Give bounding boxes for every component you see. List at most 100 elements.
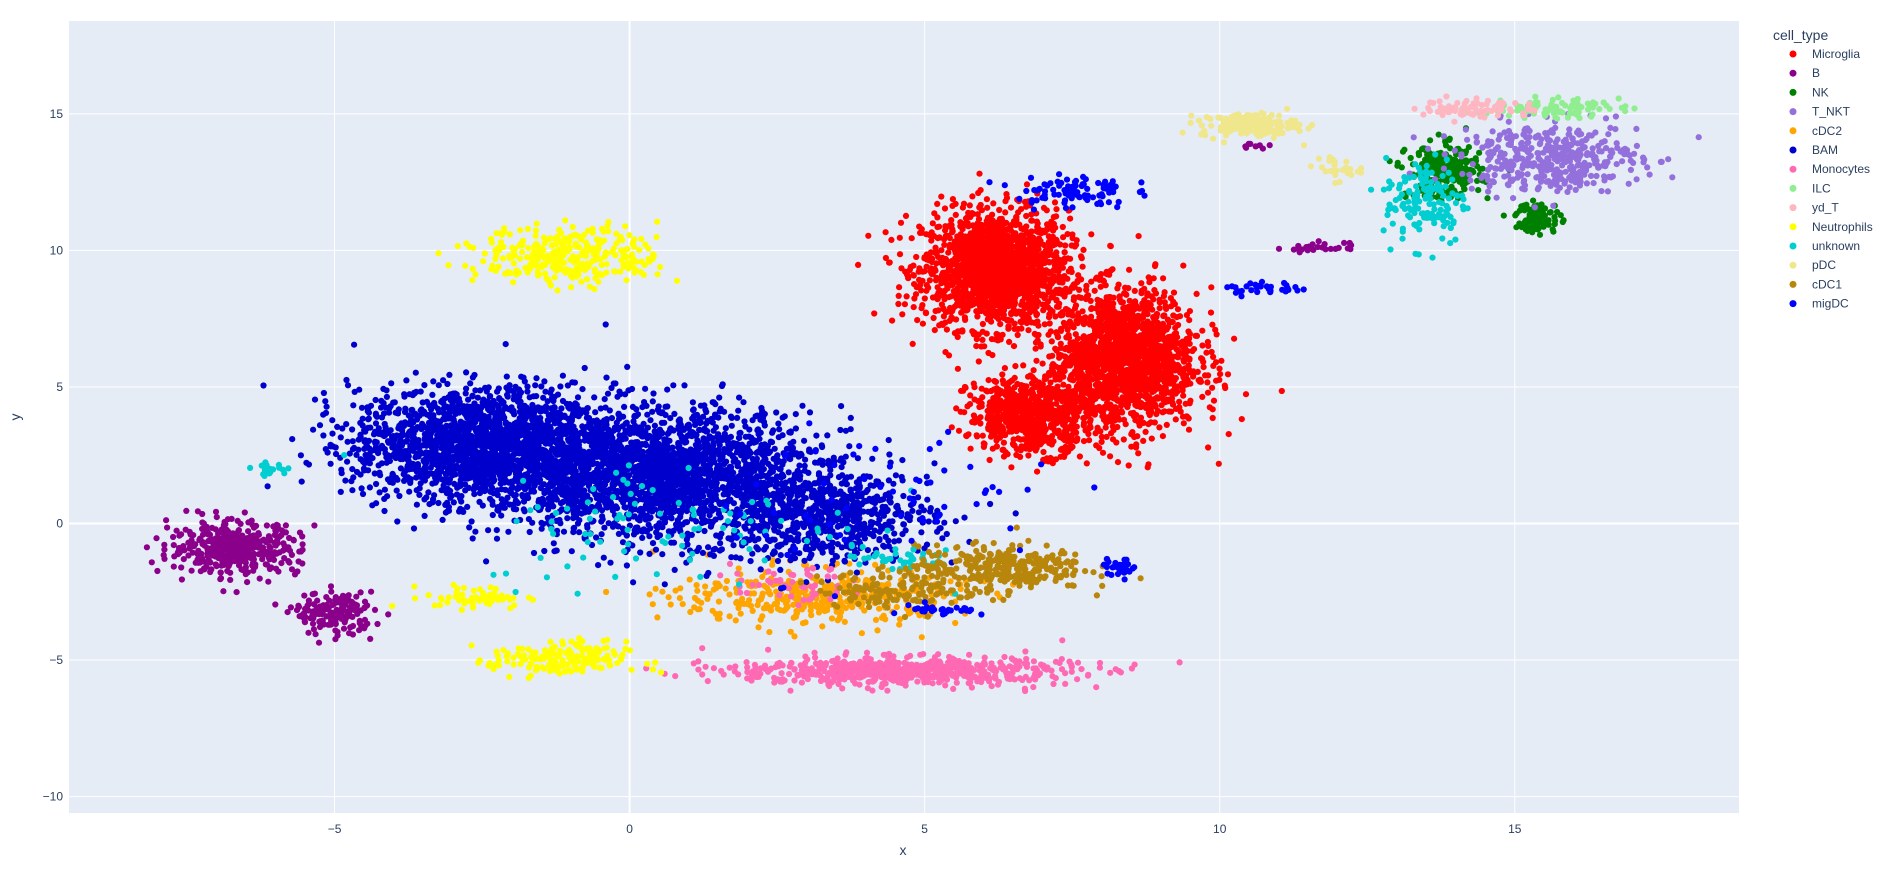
data-point — [1398, 164, 1405, 171]
data-point — [229, 550, 236, 557]
data-point — [1041, 424, 1048, 431]
data-point — [1052, 313, 1059, 320]
data-point — [974, 308, 982, 315]
data-point — [1013, 451, 1020, 459]
data-point — [993, 219, 1000, 226]
data-point — [940, 262, 947, 269]
data-point — [990, 200, 997, 207]
data-point — [1217, 371, 1224, 378]
data-point — [1075, 380, 1082, 387]
data-point — [227, 576, 234, 584]
data-point — [1061, 428, 1068, 435]
data-point — [1242, 391, 1250, 398]
data-point — [1208, 284, 1215, 291]
data-point — [1133, 393, 1140, 400]
data-point — [1152, 318, 1159, 325]
data-point — [1050, 227, 1057, 234]
data-point — [1020, 362, 1027, 369]
data-point — [1058, 445, 1066, 452]
data-point — [933, 275, 940, 282]
data-point — [909, 340, 916, 347]
data-point — [1070, 427, 1077, 434]
data-point — [1087, 416, 1094, 423]
data-point — [1200, 358, 1207, 366]
data-point — [227, 569, 234, 576]
data-point — [1170, 289, 1178, 296]
data-point — [1127, 321, 1134, 328]
data-point — [1088, 305, 1095, 313]
data-point — [1120, 310, 1127, 318]
data-point — [1131, 326, 1138, 333]
data-point — [1341, 239, 1348, 246]
data-point — [1399, 148, 1407, 155]
data-point — [1069, 359, 1076, 366]
data-point — [1067, 397, 1074, 404]
data-point — [945, 249, 952, 256]
data-point — [1030, 367, 1037, 374]
data-point — [282, 522, 289, 529]
data-point — [1032, 345, 1039, 352]
data-point — [1002, 432, 1009, 439]
data-point — [921, 268, 928, 275]
data-point — [1256, 142, 1263, 149]
data-point — [970, 210, 977, 217]
data-point — [1104, 305, 1112, 312]
data-point — [224, 528, 231, 535]
data-point — [1049, 220, 1056, 227]
data-point — [1224, 371, 1232, 378]
data-point — [278, 560, 285, 567]
data-point — [935, 253, 942, 260]
data-point — [865, 232, 872, 239]
data-point — [948, 217, 955, 224]
data-point — [1160, 312, 1167, 320]
data-point — [1160, 357, 1168, 364]
data-point — [1068, 268, 1075, 276]
data-point — [1033, 253, 1041, 260]
data-point — [1122, 284, 1129, 291]
data-point — [1025, 237, 1032, 244]
data-point — [216, 529, 223, 536]
data-point — [197, 535, 204, 542]
data-point — [1020, 315, 1027, 322]
data-point — [1165, 408, 1173, 415]
data-point — [1053, 408, 1060, 415]
data-point — [1076, 359, 1083, 366]
data-point — [1107, 453, 1114, 460]
data-point — [1170, 334, 1178, 341]
data-point — [385, 611, 392, 618]
data-point — [264, 551, 271, 558]
data-point — [1058, 290, 1065, 297]
data-point — [241, 509, 248, 516]
data-point — [1100, 416, 1108, 423]
data-point — [1031, 330, 1038, 337]
data-point — [1064, 275, 1071, 282]
data-point — [931, 327, 938, 334]
data-point — [1095, 387, 1102, 394]
data-point — [1145, 366, 1153, 373]
data-point — [918, 229, 926, 236]
data-point — [1040, 241, 1047, 249]
data-point — [1048, 421, 1055, 428]
data-point — [309, 620, 317, 627]
data-point — [970, 380, 977, 387]
data-point — [1013, 310, 1020, 317]
data-point — [934, 200, 941, 207]
data-point — [1057, 344, 1065, 351]
data-point — [990, 260, 998, 267]
data-point — [183, 507, 190, 514]
data-point — [959, 327, 966, 334]
data-point — [1023, 212, 1030, 220]
data-point — [1062, 413, 1070, 420]
data-point — [978, 343, 985, 350]
data-point — [201, 565, 208, 572]
data-point — [1059, 223, 1066, 231]
data-point — [1108, 430, 1115, 437]
data-point — [1004, 405, 1012, 413]
data-point — [1144, 311, 1151, 318]
data-point — [313, 610, 320, 618]
data-point — [940, 305, 947, 313]
data-point — [154, 567, 161, 575]
data-point — [1057, 277, 1064, 284]
data-point — [1117, 375, 1124, 383]
data-point — [1096, 276, 1103, 283]
